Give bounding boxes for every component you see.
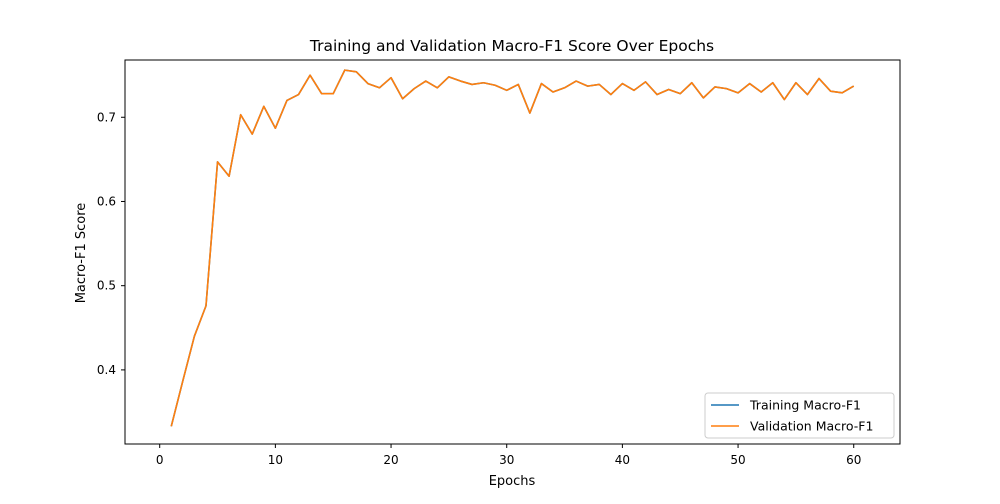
x-tick-label: 0 xyxy=(156,453,164,467)
chart-title: Training and Validation Macro-F1 Score O… xyxy=(309,37,714,55)
x-tick-label: 60 xyxy=(846,453,861,467)
plot-area-frame xyxy=(124,59,901,445)
y-tick-label: 0.5 xyxy=(97,279,116,293)
series-lines xyxy=(170,69,855,427)
legend-box xyxy=(704,392,895,439)
x-axis-label: Epochs xyxy=(489,474,536,489)
y-tick-label: 0.6 xyxy=(97,194,116,208)
x-tick-label: 50 xyxy=(730,453,745,467)
legend: Training Macro-F1 Validation Macro-F1 xyxy=(704,392,895,439)
y-tick-label: 0.7 xyxy=(97,110,116,124)
y-tick-label: 0.4 xyxy=(97,363,116,377)
x-tick-label: 20 xyxy=(383,453,398,467)
x-tick-label: 10 xyxy=(268,453,283,467)
axis-ticks: 0 10 20 30 40 50 60 0.4 0.5 0.6 0.7 xyxy=(97,110,861,467)
series-line-validation xyxy=(170,69,855,427)
x-tick-label: 30 xyxy=(499,453,514,467)
y-axis-label: Macro-F1 Score xyxy=(74,203,89,304)
legend-label: Training Macro-F1 xyxy=(749,398,861,413)
x-tick-label: 40 xyxy=(615,453,630,467)
legend-label: Validation Macro-F1 xyxy=(750,419,873,434)
